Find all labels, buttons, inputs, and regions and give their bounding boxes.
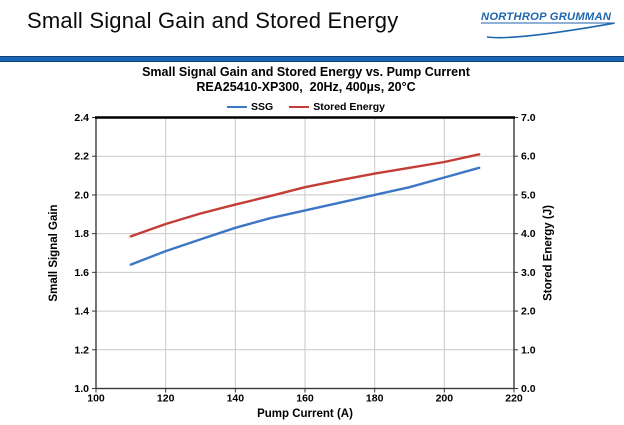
- tick-label-y-right: 5.0: [521, 189, 536, 201]
- slide-title: Small Signal Gain and Stored Energy: [27, 8, 399, 33]
- series-lines: [129, 153, 481, 266]
- northrop-grumman-logo: NORTHROP GRUMMAN: [481, 11, 615, 39]
- stored-energy-line: [129, 153, 481, 238]
- x-axis-title: Pump Current (A): [257, 408, 353, 420]
- chart-legend: SSG Stored Energy: [0, 101, 612, 113]
- tick-label-y-right: 6.0: [521, 151, 536, 163]
- logo-swoosh-icon: [486, 22, 615, 39]
- logo-text: NORTHROP GRUMMAN: [481, 11, 612, 23]
- legend-swatch: [289, 106, 310, 108]
- legend-item-stored-energy: Stored Energy: [289, 101, 385, 113]
- tick-label-x: 180: [366, 393, 384, 405]
- tick-label-y-left: 2.2: [74, 151, 89, 163]
- y-axis-title-left: Small Signal Gain: [48, 204, 60, 301]
- tick-label-y-right: 1.0: [521, 344, 536, 356]
- tick-label-y-right: 4.0: [521, 228, 536, 240]
- tick-label-x: 100: [87, 393, 105, 405]
- tick-label-x: 120: [157, 393, 175, 405]
- legend-swatch: [227, 106, 248, 108]
- tick-label-y-left: 2.4: [74, 112, 89, 124]
- tick-label-y-right: 7.0: [521, 112, 536, 124]
- chart-subtitle: REA25410-XP300, 20Hz, 400µs, 20°C: [196, 80, 416, 94]
- y-axis-title-right: Stored Energy (J): [543, 205, 555, 301]
- legend-label: Stored Energy: [313, 101, 385, 113]
- ssg-line: [129, 166, 481, 266]
- chart-title: Small Signal Gain and Stored Energy vs. …: [142, 65, 470, 79]
- tick-label-x: 220: [505, 393, 523, 405]
- tick-label-y-left: 2.0: [74, 189, 89, 201]
- tick-label-y-right: 2.0: [521, 306, 536, 318]
- legend-label: SSG: [251, 101, 274, 113]
- tick-label-x: 140: [227, 393, 245, 405]
- tick-label-y-left: 1.0: [74, 383, 89, 395]
- accent-bar: [0, 56, 624, 62]
- legend-item-ssg: SSG: [227, 101, 273, 113]
- chart-title-block: Small Signal Gain and Stored Energy vs. …: [0, 65, 612, 95]
- tick-label-y-right: 3.0: [521, 267, 536, 279]
- tick-label-y-left: 1.2: [74, 344, 89, 356]
- tick-label-y-left: 1.8: [74, 228, 89, 240]
- tick-label-y-right: 0.0: [521, 383, 536, 395]
- tick-label-x: 200: [436, 393, 454, 405]
- tick-label-x: 160: [296, 393, 314, 405]
- gridlines: [96, 117, 514, 389]
- tick-label-y-left: 1.4: [74, 306, 89, 318]
- tick-labels: 100 120 140 160 180 200 220 1.0 1.2 1.4 1.6 1.8 2.0 2…: [74, 112, 535, 405]
- tick-label-y-left: 1.6: [74, 267, 89, 279]
